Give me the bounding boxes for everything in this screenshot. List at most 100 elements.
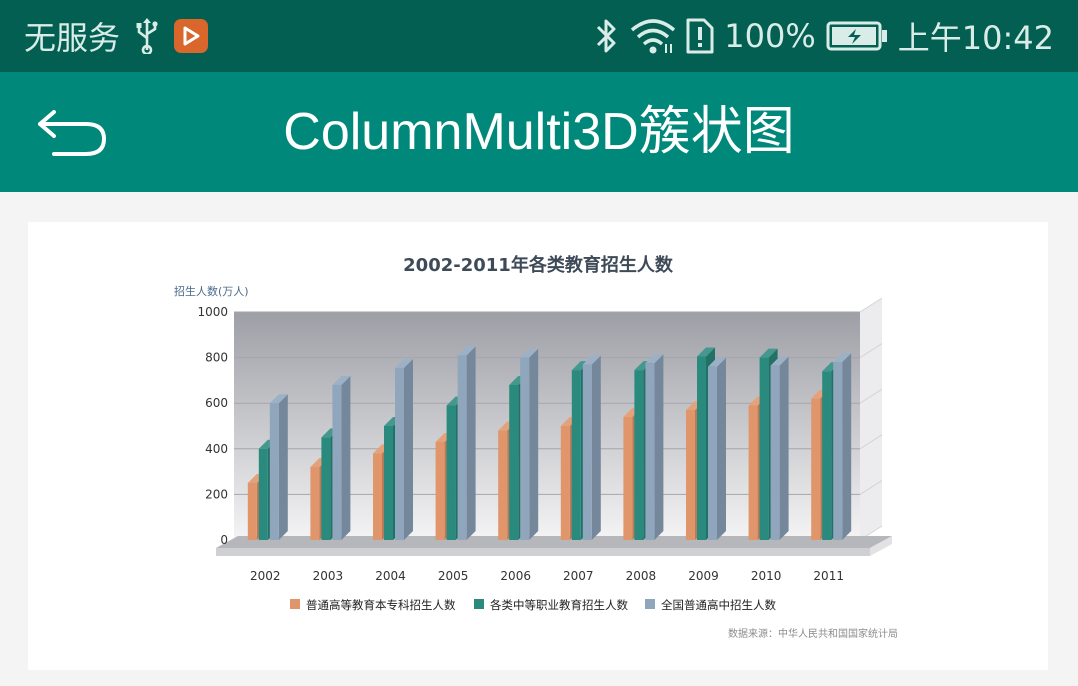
bar-front [623,416,633,540]
bar [645,354,664,540]
x-tick-label: 2002 [250,569,281,583]
app-notification-icon [174,19,209,53]
gridline-depth [859,479,883,495]
legend-swatch [645,599,655,609]
battery-percent: 100% [724,17,816,55]
x-tick-label: 2006 [500,569,531,583]
wifi-icon [631,19,676,54]
bar-front [373,453,382,540]
bar-front [247,483,257,540]
bar-top [520,348,539,358]
usb-icon [136,18,158,54]
bar-front [708,366,717,540]
y-axis-label: 招生人数(万人) [174,284,249,298]
y-tick-label: 600 [205,396,228,410]
x-tick-label: 2007 [563,569,594,583]
bar-top [582,355,601,365]
x-tick-label: 2003 [313,569,344,583]
battery-charging-icon [826,21,887,51]
bar-side [654,354,664,540]
bar-top [833,353,852,363]
bar [520,348,539,540]
bar [770,356,789,540]
bar-front [395,367,404,540]
back-arrow-icon [38,110,107,156]
bar-top [457,346,476,356]
legend-label: 各类中等职业教育招生人数 [490,598,628,612]
y-tick-label: 200 [205,487,228,501]
bar-top [697,347,715,357]
x-tick-label: 2011 [813,569,844,583]
bar-side [404,358,413,540]
gridline-depth [859,434,883,450]
plot-floor-side [870,536,892,556]
bar-front [582,364,592,540]
bar-top [708,357,726,367]
y-tick-label: 0 [220,533,228,547]
bar-group [623,354,664,540]
bar-front [686,410,695,540]
bar-group [811,353,852,540]
bar [395,358,413,540]
bar-front [759,357,769,540]
bar-front [560,426,570,540]
bar-group [310,375,351,540]
bar-top [269,394,288,404]
bar-top [645,354,664,364]
bar-front [571,370,581,540]
x-tick-label: 2008 [626,569,657,583]
back-button[interactable] [34,102,110,162]
source-note: 数据来源：中华人民共和国国家统计局 [728,627,898,640]
x-tick-label: 2010 [751,569,782,583]
x-tick-label: 2005 [438,569,469,583]
bar-group [498,348,539,540]
bar [582,355,601,540]
bar-front [697,356,706,540]
gridline-depth [859,388,883,404]
bar-front [634,370,644,540]
bar-front [509,384,519,540]
bar-front [770,365,780,540]
bar-front [269,403,279,540]
bar-front [435,441,445,540]
bar-top [770,356,789,366]
app-bar: ColumnMulti3D簇状图 [0,72,1078,192]
x-tick-label: 2009 [688,569,719,583]
plot-floor-front [216,548,870,556]
bar-side [341,375,351,540]
bar-front [822,371,832,540]
bar-top [759,348,778,358]
bar-front [258,448,268,540]
bar-side [591,355,601,540]
bar-side [529,348,539,540]
y-tick-label: 800 [205,351,228,365]
y-tick-label: 400 [205,442,228,456]
bar-side [717,357,726,540]
status-bar: 无服务 100% [0,0,1078,72]
bar-top [395,358,413,368]
bar-group [748,348,789,540]
bar-front [520,357,530,540]
sim-alert-icon [686,18,714,54]
y-tick-label: 1000 [197,305,228,319]
bar [833,353,852,540]
bar-front [457,355,467,540]
bar-front [310,467,320,540]
chart-title: 2002-2011年各类教育招生人数 [403,254,674,276]
bar-group [435,346,476,540]
bar-group [560,355,601,540]
page-title: ColumnMulti3D簇状图 [283,103,795,161]
bar-group [247,394,288,540]
clock: 上午10:42 [897,19,1054,57]
bar [269,394,288,540]
bar-front [384,426,393,540]
gridline-depth [859,297,883,313]
gridline-depth [859,343,883,359]
bar-front [645,363,655,540]
bar-front [321,437,331,540]
bar [457,346,476,540]
bar-side [779,356,789,540]
bar-side [842,353,852,540]
bar-front [498,430,508,540]
bar [708,357,726,540]
